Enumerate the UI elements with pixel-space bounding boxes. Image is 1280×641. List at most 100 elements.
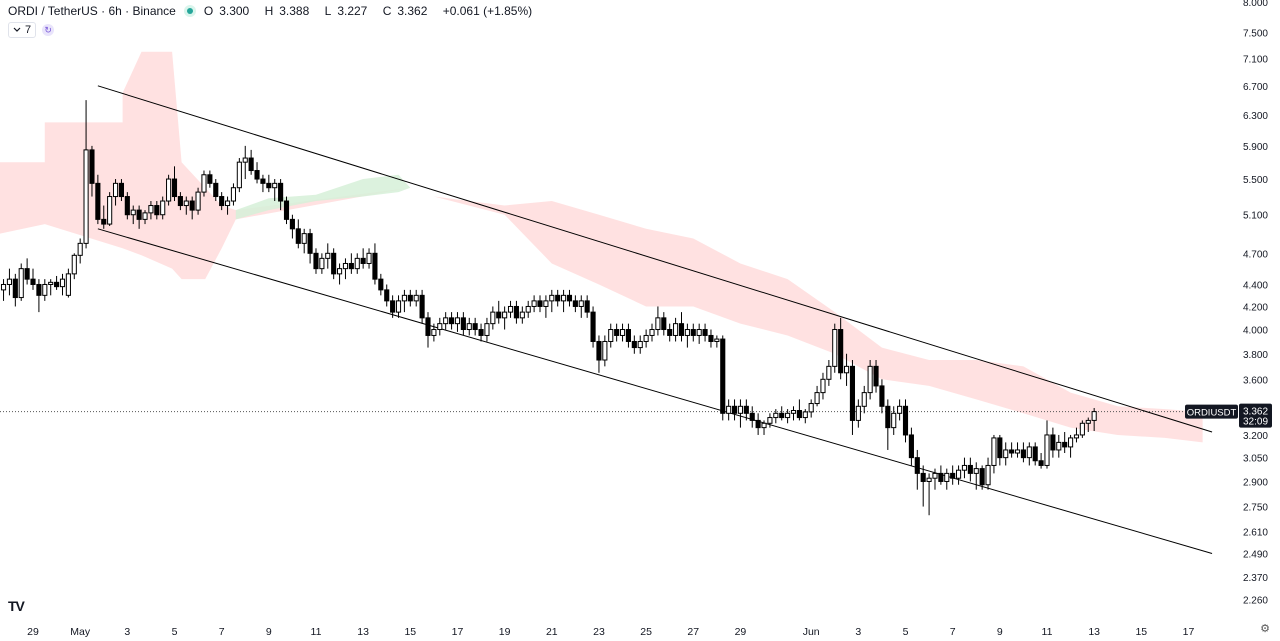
candle — [431, 323, 437, 342]
y-tick-label: 3.600 — [1243, 375, 1268, 386]
candle — [885, 399, 891, 450]
symbol-badge-bg — [1185, 404, 1238, 419]
candle-body — [779, 412, 785, 419]
candle — [160, 196, 166, 220]
candle — [537, 295, 543, 313]
y-tick-label: 6.300 — [1243, 111, 1268, 122]
candle-body — [378, 278, 384, 291]
candle — [566, 289, 573, 307]
candle — [1068, 434, 1074, 458]
candle-body — [614, 329, 620, 336]
candle — [472, 317, 478, 336]
candle — [908, 427, 914, 466]
candle-body — [278, 182, 284, 202]
candle-body — [490, 311, 496, 325]
x-tick-label: 17 — [1183, 626, 1195, 638]
candle — [619, 323, 626, 342]
candle-body — [454, 317, 461, 325]
candle — [1003, 442, 1009, 466]
y-tick-label: 7.500 — [1243, 28, 1268, 39]
gear-icon[interactable]: ⚙ — [1260, 623, 1270, 635]
candle — [319, 253, 325, 274]
candle-body — [720, 338, 726, 414]
candle — [737, 399, 744, 428]
candle-body — [820, 378, 826, 394]
candle-body — [1014, 449, 1021, 454]
candle — [248, 149, 254, 175]
candle — [826, 360, 832, 386]
candle-body — [148, 205, 154, 214]
candle-body — [513, 305, 519, 319]
candle — [796, 399, 802, 421]
candle-body — [696, 329, 702, 336]
candle — [802, 409, 808, 424]
candle-body — [295, 228, 301, 244]
candle — [490, 306, 496, 330]
candle — [348, 253, 354, 274]
candle — [584, 295, 590, 318]
candle-body — [838, 329, 844, 374]
y-tick-label: 5.100 — [1243, 211, 1268, 222]
candle — [390, 295, 396, 318]
candle-body — [1003, 449, 1009, 459]
candle-body — [107, 196, 113, 225]
x-tick-label: 15 — [1135, 626, 1147, 638]
candle-body — [48, 281, 54, 285]
candle — [702, 323, 708, 342]
candle-body — [590, 311, 596, 342]
y-tick-label: 4.400 — [1243, 280, 1268, 291]
candle — [956, 465, 962, 485]
candle — [496, 300, 502, 324]
candle — [1056, 434, 1062, 458]
x-tick-label: 19 — [499, 626, 511, 638]
candle — [24, 258, 30, 285]
candle — [124, 192, 130, 220]
candle — [201, 170, 207, 197]
candle-body — [213, 182, 219, 198]
candle-body — [407, 294, 413, 302]
y-tick-label: 6.700 — [1243, 82, 1268, 93]
candle-body — [578, 300, 584, 307]
candle-body — [319, 257, 325, 270]
symbol-badge-label: ORDIUSDT — [1187, 408, 1237, 419]
bullish-cloud — [235, 174, 411, 220]
candle — [519, 306, 525, 324]
candle — [313, 248, 319, 274]
candle — [454, 312, 461, 332]
candle-body — [961, 464, 968, 471]
candle — [614, 323, 620, 342]
candle-body — [932, 472, 938, 479]
indicators-toggle-button[interactable]: 7 — [8, 22, 37, 38]
candle-body — [0, 283, 7, 291]
candle-body — [631, 340, 637, 349]
candle — [272, 179, 278, 202]
y-tick-label: 7.100 — [1243, 54, 1268, 65]
candle — [89, 145, 95, 197]
candle — [1050, 427, 1056, 458]
candle — [578, 295, 584, 318]
candle — [543, 295, 549, 318]
high-value: 3.388 — [279, 4, 310, 18]
symbol-title[interactable]: ORDI / TetherUS · 6h · Binance — [8, 4, 176, 18]
tradingview-logo[interactable]: TV — [8, 598, 25, 614]
candle — [183, 196, 189, 215]
candle — [661, 312, 667, 336]
candle-body — [761, 422, 767, 429]
candle — [1026, 442, 1032, 466]
candle — [171, 166, 178, 202]
y-tick-label: 3.050 — [1243, 454, 1268, 465]
candle — [849, 360, 856, 435]
candle-body — [985, 464, 991, 486]
candle-body — [95, 182, 101, 220]
candle-body — [384, 289, 390, 302]
y-tick-label: 5.500 — [1243, 175, 1268, 186]
x-tick-label: 25 — [640, 626, 652, 638]
candle-body — [118, 182, 125, 198]
refresh-icon[interactable]: ↻ — [42, 24, 55, 36]
candle-body — [843, 365, 850, 374]
candle-body — [18, 268, 24, 299]
candle — [360, 248, 366, 269]
candle-body — [1091, 411, 1097, 421]
